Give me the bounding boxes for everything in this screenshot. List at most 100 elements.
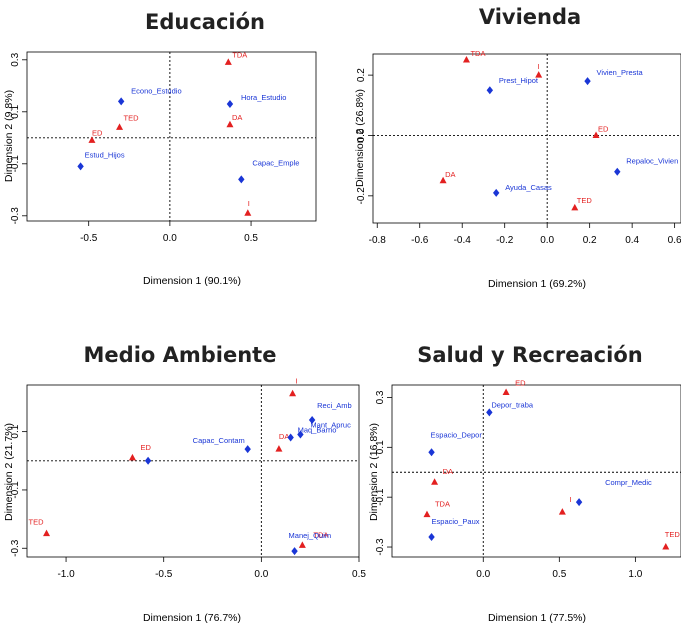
point-label: TDA xyxy=(470,49,485,58)
x-tick-label: 0.0 xyxy=(540,235,554,246)
triangle-marker xyxy=(224,58,232,65)
y-tick-label: 0.1 xyxy=(10,104,21,118)
x-axis-label: Dimension 1 (76.7%) xyxy=(143,612,241,624)
diamond-marker xyxy=(117,97,125,106)
point-label: TED xyxy=(124,113,140,122)
x-tick-label: 0.0 xyxy=(254,569,268,580)
triangle-marker xyxy=(558,508,566,515)
point-label: DA xyxy=(232,113,242,122)
diamond-marker xyxy=(486,86,494,95)
diamond-marker xyxy=(308,415,316,424)
point-label: ED xyxy=(515,378,526,387)
diamond-marker xyxy=(493,188,500,197)
triangle-marker xyxy=(128,453,136,461)
triangle-marker xyxy=(431,478,439,485)
point-label: ED xyxy=(598,124,609,133)
y-axis-label: Dimension 2 (16.8%) xyxy=(368,423,380,521)
diamond-marker xyxy=(575,498,583,507)
point-label: TDA xyxy=(435,500,450,509)
x-tick-label: -0.2 xyxy=(496,235,514,246)
panel-title-salud: Salud y Recreación xyxy=(417,343,643,367)
point-label: Capac_Emple xyxy=(252,158,299,167)
x-tick-label: -0.8 xyxy=(369,235,387,246)
point-label: DA xyxy=(443,467,453,476)
y-tick-label: 0.1 xyxy=(375,440,386,454)
x-tick-label: 0.0 xyxy=(476,569,490,580)
triangle-marker xyxy=(462,56,470,63)
point-label: Compr_Medic xyxy=(605,478,652,487)
point-label: Reci_Amb xyxy=(317,401,352,410)
x-axis-label: Dimension 1 (69.2%) xyxy=(488,278,586,290)
y-tick-label: 0.3 xyxy=(10,52,21,66)
y-axis-label: Dimension 2 (9.8%) xyxy=(3,90,15,182)
y-tick-label: 0.1 xyxy=(10,424,21,438)
diamond-marker xyxy=(287,433,294,442)
x-tick-label: -1.0 xyxy=(57,569,75,580)
triangle-marker xyxy=(662,543,670,550)
x-tick-label: 0.0 xyxy=(163,233,177,244)
triangle-marker xyxy=(571,203,579,211)
point-label: Capac_Contam xyxy=(193,436,245,445)
point-label: DA xyxy=(279,432,289,441)
x-axis-label: Dimension 1 (90.1%) xyxy=(143,275,241,287)
diamond-marker xyxy=(486,408,493,417)
x-tick-label: -0.6 xyxy=(411,235,429,246)
x-tick-label: 0.5 xyxy=(352,569,366,580)
point-label: DA xyxy=(445,170,455,179)
point-label: Espacio_Depor xyxy=(431,430,483,439)
diamond-marker xyxy=(144,456,152,465)
point-label: Depor_traba xyxy=(491,400,534,409)
x-tick-label: -0.5 xyxy=(155,569,173,580)
plot-frame xyxy=(26,51,317,222)
point-label: ED xyxy=(92,128,103,137)
y-tick-label: -0.1 xyxy=(10,481,21,499)
diamond-marker xyxy=(238,175,245,184)
point-label: Manej_Quim xyxy=(289,531,332,540)
y-tick-label: -0.1 xyxy=(375,488,386,506)
y-tick-label: -0.3 xyxy=(375,538,386,556)
x-tick-label: 0.6 xyxy=(668,235,681,246)
triangle-marker xyxy=(423,510,431,518)
triangle-marker xyxy=(298,541,306,548)
diamond-marker xyxy=(226,100,234,108)
triangle-marker xyxy=(88,136,96,143)
point-label: ED xyxy=(140,443,151,452)
triangle-marker xyxy=(116,123,124,130)
triangle-marker xyxy=(439,176,447,184)
y-tick-label: -0.2 xyxy=(356,187,367,205)
panel-title-medio-ambiente: Medio Ambiente xyxy=(83,343,277,367)
diamond-marker xyxy=(244,445,251,454)
diamond-marker xyxy=(584,77,591,86)
x-tick-label: 1.0 xyxy=(628,569,642,580)
point-label: Repaloc_Vivien xyxy=(626,157,678,166)
diamond-marker xyxy=(77,162,84,171)
diamond-marker xyxy=(614,167,621,176)
plot-frame xyxy=(26,384,360,558)
x-tick-label: -0.4 xyxy=(454,235,472,246)
point-label: TED xyxy=(577,196,593,205)
triangle-marker xyxy=(244,209,252,216)
point-label: I xyxy=(296,377,298,386)
y-tick-label: -0.3 xyxy=(10,207,21,225)
point-label: Ayuda_Casas xyxy=(505,183,552,192)
point-label: Vivien_Presta xyxy=(597,68,644,77)
point-label: Espacio_Paux xyxy=(432,517,480,526)
point-label: I xyxy=(569,495,571,504)
point-label: Hora_Estudio xyxy=(241,93,286,102)
y-tick-label: 0.2 xyxy=(356,68,367,82)
point-label: I xyxy=(538,62,540,71)
plot-frame xyxy=(372,53,681,224)
y-tick-label: -0.1 xyxy=(10,155,21,173)
point-label: Econo_Estudio xyxy=(131,86,181,95)
y-axis-label: Dimension 2 (21.7%) xyxy=(3,423,15,521)
triangle-marker xyxy=(289,389,297,397)
x-axis-label: Dimension 1 (77.5%) xyxy=(488,612,586,624)
triangle-marker xyxy=(226,120,234,128)
triangle-marker xyxy=(535,71,543,78)
x-tick-label: -0.5 xyxy=(80,233,98,244)
x-tick-label: 0.5 xyxy=(244,233,258,244)
point-label: TDA xyxy=(313,530,328,539)
x-tick-label: 0.2 xyxy=(583,235,597,246)
x-tick-label: 0.4 xyxy=(625,235,639,246)
